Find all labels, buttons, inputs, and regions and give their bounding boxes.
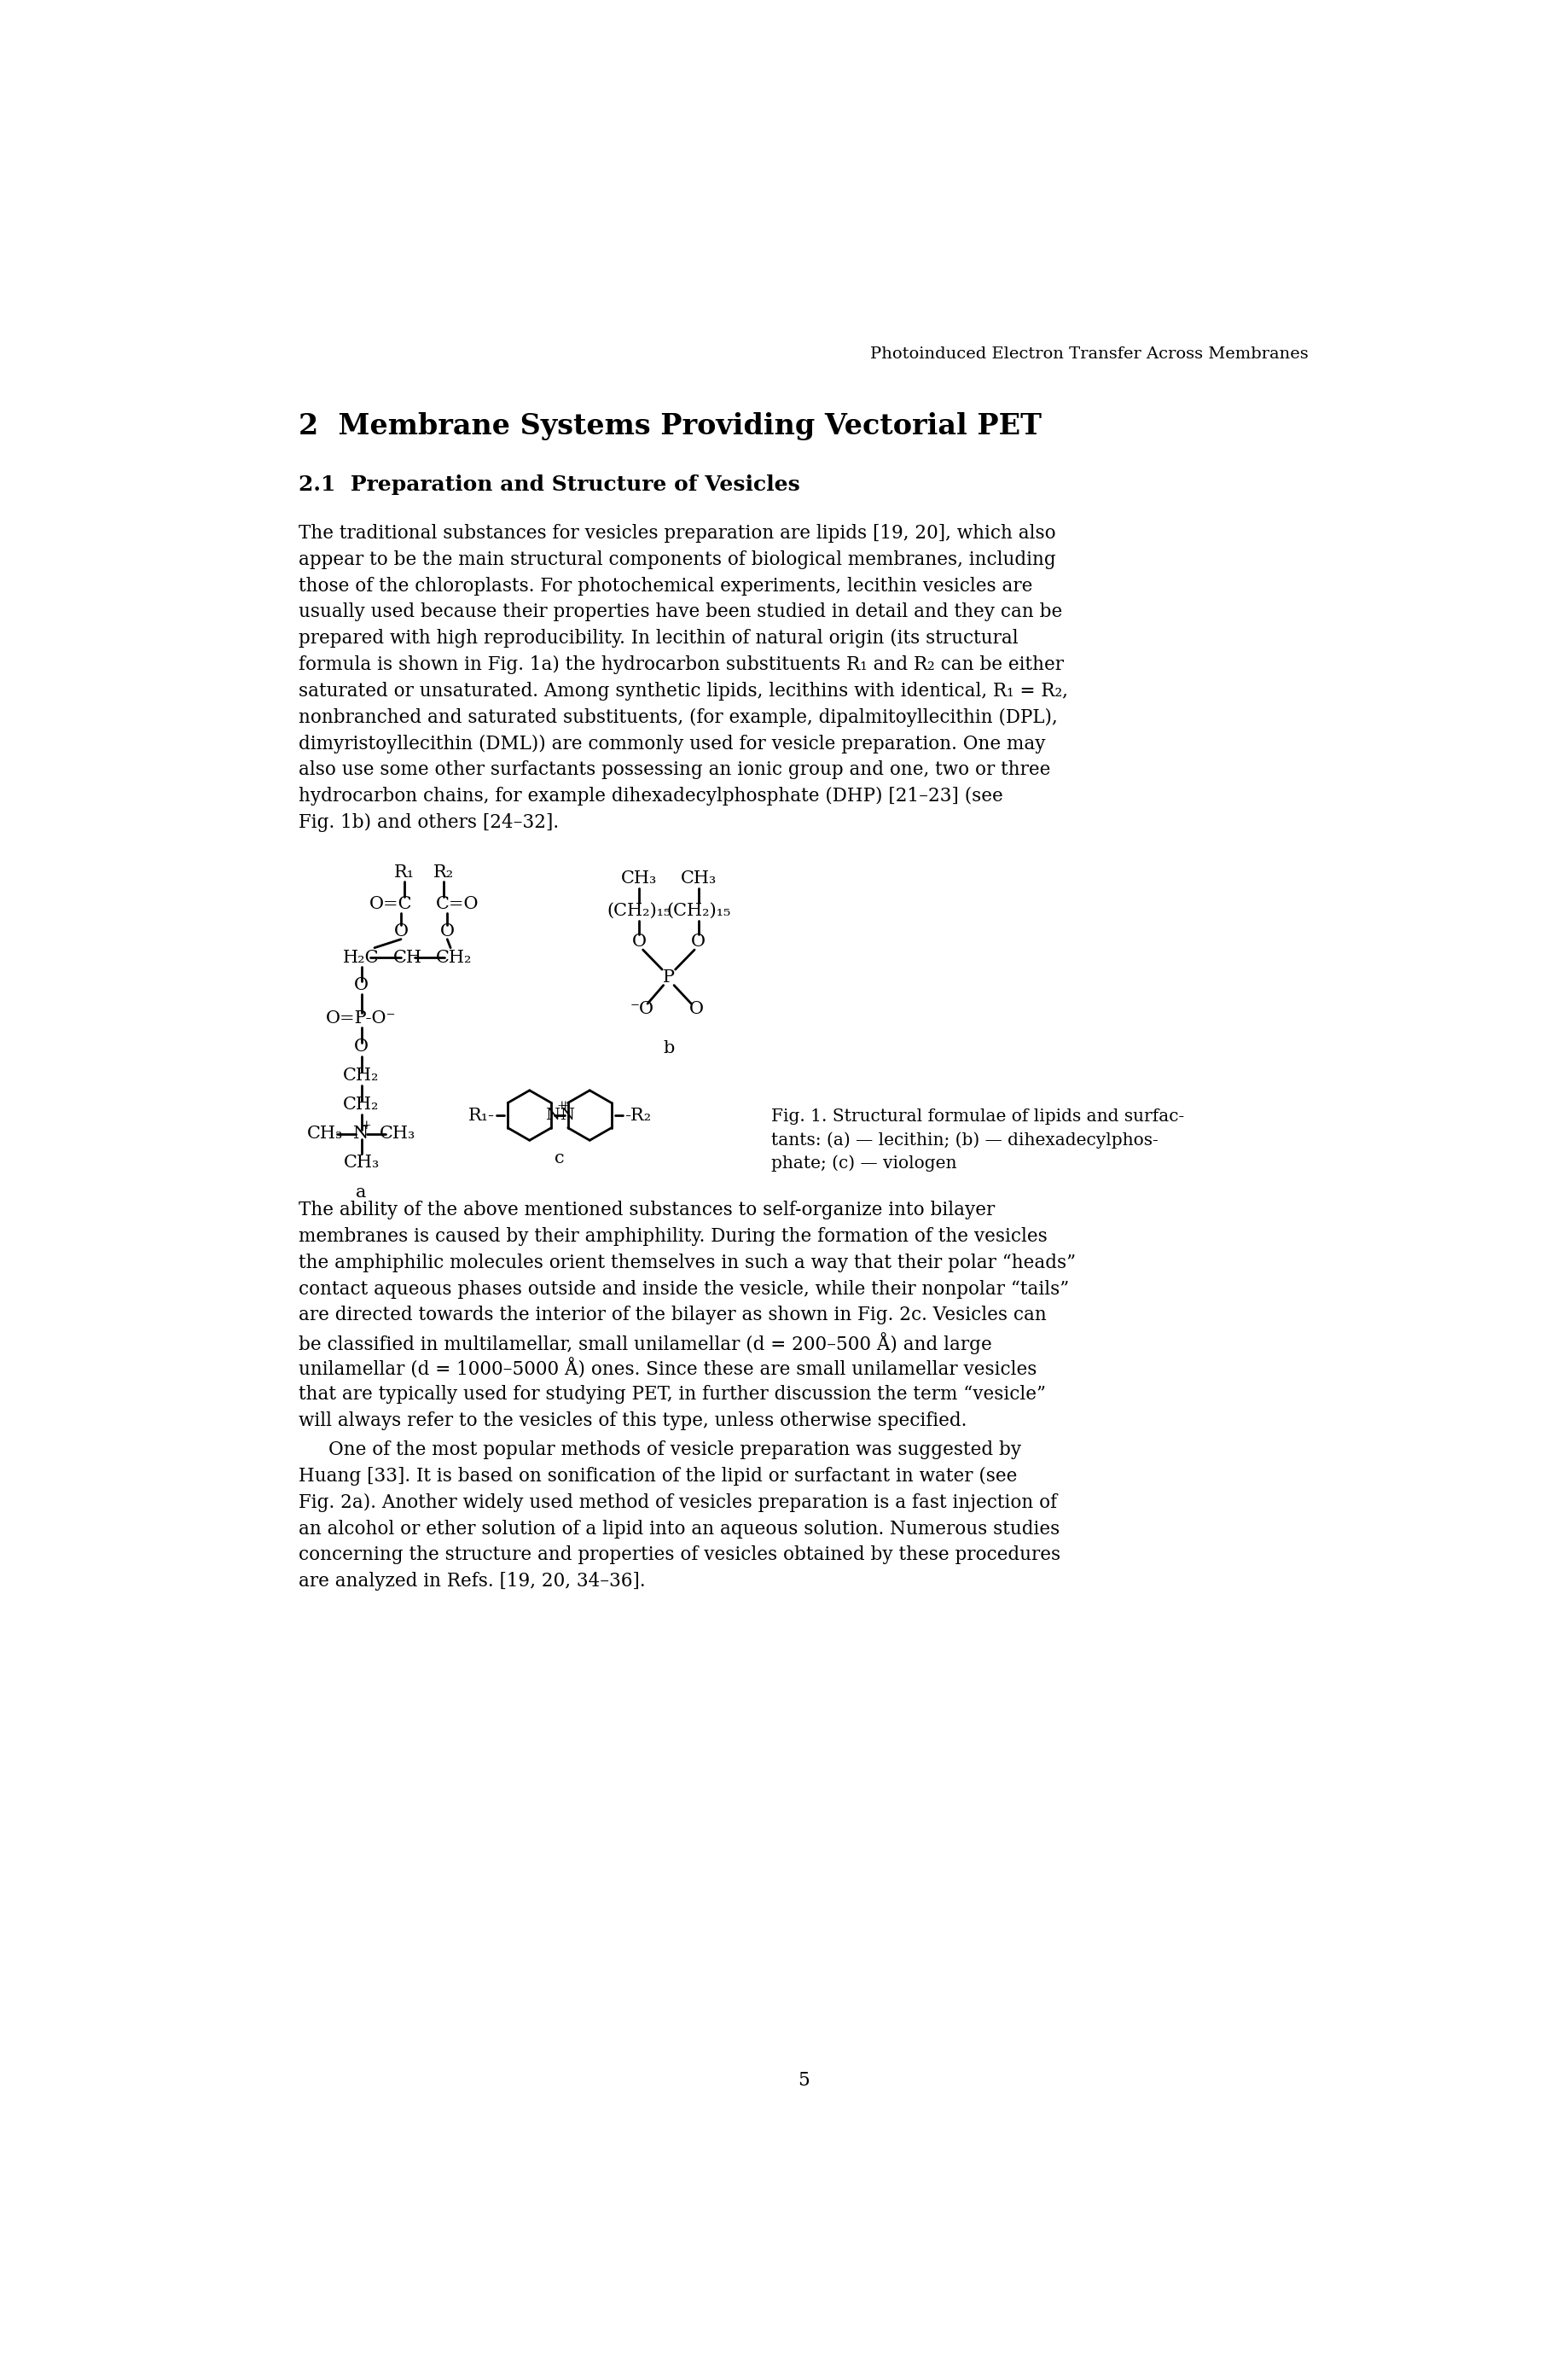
Text: c: c xyxy=(555,1151,564,1165)
Text: Fig. 1. Structural formulae of lipids and surfac-: Fig. 1. Structural formulae of lipids an… xyxy=(771,1108,1184,1125)
Text: tants: (a) — lecithin; (b) — dihexadecylphos-: tants: (a) — lecithin; (b) — dihexadecyl… xyxy=(771,1132,1159,1148)
Text: R₁-: R₁- xyxy=(469,1108,494,1122)
Text: H₂C: H₂C xyxy=(343,950,379,966)
Text: C=O: C=O xyxy=(436,895,478,912)
Text: O: O xyxy=(354,1040,368,1056)
Text: those of the chloroplasts. For photochemical experiments, lecithin vesicles are: those of the chloroplasts. For photochem… xyxy=(298,575,1032,594)
Text: +: + xyxy=(560,1101,569,1113)
Text: N: N xyxy=(560,1108,574,1122)
Text: Fig. 2a). Another widely used method of vesicles preparation is a fast injection: Fig. 2a). Another widely used method of … xyxy=(298,1494,1057,1513)
Text: +: + xyxy=(557,1101,566,1113)
Text: CH₂: CH₂ xyxy=(343,1096,379,1113)
Text: a: a xyxy=(356,1184,367,1201)
Text: N: N xyxy=(353,1125,368,1141)
Text: CH: CH xyxy=(394,950,422,966)
Text: membranes is caused by their amphiphility. During the formation of the vesicles: membranes is caused by their amphiphilit… xyxy=(298,1227,1047,1246)
Text: N: N xyxy=(544,1108,560,1122)
Text: concerning the structure and properties of vesicles obtained by these procedures: concerning the structure and properties … xyxy=(298,1546,1060,1565)
Text: saturated or unsaturated. Among synthetic lipids, lecithins with identical, R₁ =: saturated or unsaturated. Among syntheti… xyxy=(298,682,1068,701)
Text: CH₃: CH₃ xyxy=(307,1125,343,1141)
Text: O=C: O=C xyxy=(370,895,412,912)
Text: ⁻O: ⁻O xyxy=(630,1002,654,1016)
Text: O: O xyxy=(691,933,706,950)
Text: O: O xyxy=(354,978,368,992)
Text: CH₃: CH₃ xyxy=(343,1156,379,1170)
Text: +: + xyxy=(362,1120,372,1132)
Text: CH₂: CH₂ xyxy=(343,1068,379,1085)
Text: O=P-O⁻: O=P-O⁻ xyxy=(326,1011,397,1025)
Text: R₂: R₂ xyxy=(434,864,455,881)
Text: unilamellar (d = 1000–5000 Å) ones. Since these are small unilamellar vesicles: unilamellar (d = 1000–5000 Å) ones. Sinc… xyxy=(298,1359,1036,1378)
Text: prepared with high reproducibility. In lecithin of natural origin (its structura: prepared with high reproducibility. In l… xyxy=(298,630,1018,649)
Text: One of the most popular methods of vesicle preparation was suggested by: One of the most popular methods of vesic… xyxy=(328,1440,1021,1459)
Text: The ability of the above mentioned substances to self-organize into bilayer: The ability of the above mentioned subst… xyxy=(298,1201,994,1220)
Text: are analyzed in Refs. [19, 20, 34–36].: are analyzed in Refs. [19, 20, 34–36]. xyxy=(298,1572,646,1591)
Text: the amphiphilic molecules orient themselves in such a way that their polar “head: the amphiphilic molecules orient themsel… xyxy=(298,1253,1076,1272)
Text: O: O xyxy=(690,1002,704,1016)
Text: O: O xyxy=(394,924,408,940)
Text: dimyristoyllecithin (DML)) are commonly used for vesicle preparation. One may: dimyristoyllecithin (DML)) are commonly … xyxy=(298,734,1046,753)
Text: (CH₂)₁₅: (CH₂)₁₅ xyxy=(607,902,671,919)
Text: that are typically used for studying PET, in further discussion the term “vesicl: that are typically used for studying PET… xyxy=(298,1385,1046,1404)
Text: 2.1  Preparation and Structure of Vesicles: 2.1 Preparation and Structure of Vesicle… xyxy=(298,474,800,495)
Text: -R₂: -R₂ xyxy=(624,1108,651,1122)
Text: appear to be the main structural components of biological membranes, including: appear to be the main structural compone… xyxy=(298,549,1055,568)
Text: hydrocarbon chains, for example dihexadecylphosphate (DHP) [21–23] (see: hydrocarbon chains, for example dihexade… xyxy=(298,786,1004,805)
Text: an alcohol or ether solution of a lipid into an aqueous solution. Numerous studi: an alcohol or ether solution of a lipid … xyxy=(298,1520,1060,1539)
Text: CH₂: CH₂ xyxy=(436,950,472,966)
Text: CH₃: CH₃ xyxy=(379,1125,416,1141)
Text: The traditional substances for vesicles preparation are lipids [19, 20], which a: The traditional substances for vesicles … xyxy=(298,523,1055,542)
Text: usually used because their properties have been studied in detail and they can b: usually used because their properties ha… xyxy=(298,604,1062,623)
Text: O: O xyxy=(632,933,646,950)
Text: also use some other surfactants possessing an ionic group and one, two or three: also use some other surfactants possessi… xyxy=(298,760,1051,779)
Text: will always refer to the vesicles of this type, unless otherwise specified.: will always refer to the vesicles of thi… xyxy=(298,1411,967,1430)
Text: 5: 5 xyxy=(798,2072,809,2091)
Text: Fig. 1b) and others [24–32].: Fig. 1b) and others [24–32]. xyxy=(298,812,558,831)
Text: be classified in multilamellar, small unilamellar (d = 200–500 Å) and large: be classified in multilamellar, small un… xyxy=(298,1333,993,1354)
Text: are directed towards the interior of the bilayer as shown in Fig. 2c. Vesicles c: are directed towards the interior of the… xyxy=(298,1305,1046,1324)
Text: formula is shown in Fig. 1a) the hydrocarbon substituents R₁ and R₂ can be eithe: formula is shown in Fig. 1a) the hydroca… xyxy=(298,656,1063,675)
Text: Photoinduced Electron Transfer Across Membranes: Photoinduced Electron Transfer Across Me… xyxy=(870,346,1309,362)
Text: CH₃: CH₃ xyxy=(621,871,657,888)
Text: contact aqueous phases outside and inside the vesicle, while their nonpolar “tai: contact aqueous phases outside and insid… xyxy=(298,1279,1069,1298)
Text: P: P xyxy=(663,969,674,985)
Text: O: O xyxy=(441,924,455,940)
Text: R₁: R₁ xyxy=(394,864,414,881)
Text: nonbranched and saturated substituents, (for example, dipalmitoyllecithin (DPL),: nonbranched and saturated substituents, … xyxy=(298,708,1057,727)
Text: 2  Membrane Systems Providing Vectorial PET: 2 Membrane Systems Providing Vectorial P… xyxy=(298,412,1041,440)
Text: b: b xyxy=(663,1040,674,1056)
Text: (CH₂)₁₅: (CH₂)₁₅ xyxy=(666,902,731,919)
Text: CH₃: CH₃ xyxy=(681,871,717,888)
Text: phate; (c) — viologen: phate; (c) — viologen xyxy=(771,1156,956,1172)
Text: Huang [33]. It is based on sonification of the lipid or surfactant in water (see: Huang [33]. It is based on sonification … xyxy=(298,1466,1018,1485)
